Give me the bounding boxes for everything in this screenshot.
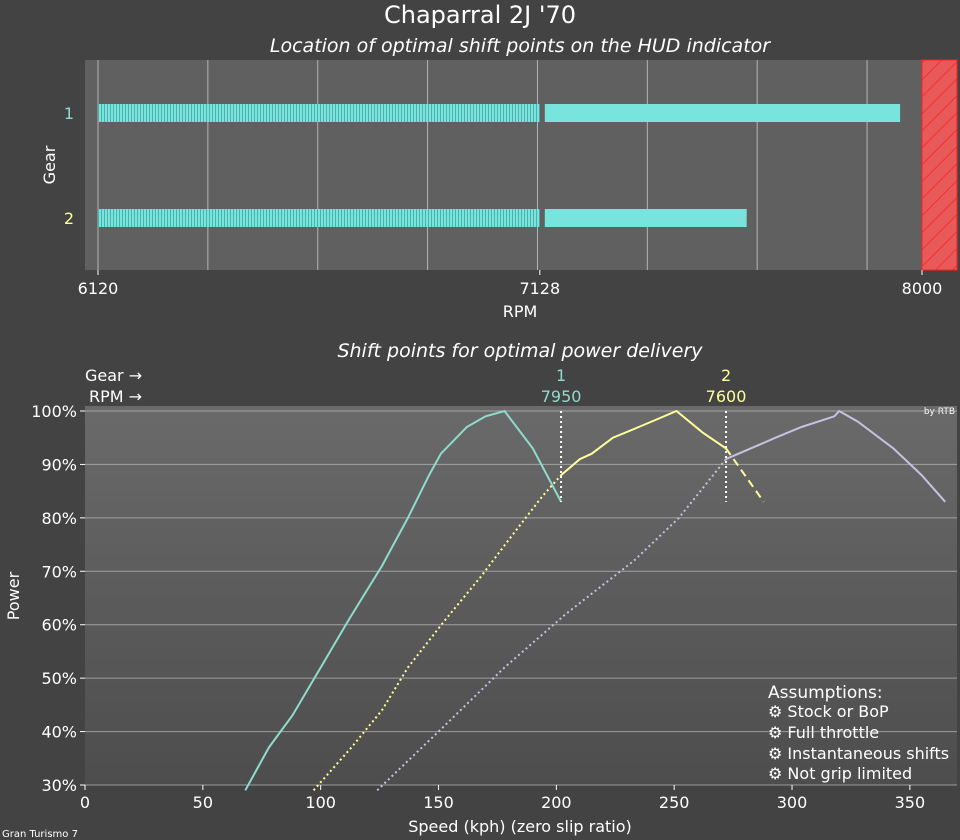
page-title: Chaparral 2J '70 <box>384 1 576 29</box>
power-series-dotted-line <box>376 458 727 792</box>
power-y-tick-label: 60% <box>41 616 77 635</box>
assumption-item: ⚙ Stock or BoP <box>768 702 889 721</box>
power-y-tick-label: 100% <box>31 402 77 421</box>
power-series <box>244 409 946 792</box>
hud-chart: Location of optimal shift points on the … <box>40 35 958 321</box>
power-x-tick-label: 50 <box>193 793 213 812</box>
power-y-tick-label: 40% <box>41 723 77 742</box>
shift-gear-label: 1 <box>556 366 566 385</box>
hud-x-ticks: 6120 7128 8000 <box>78 270 943 298</box>
assumptions-box: Assumptions: ⚙ Stock or BoP ⚙ Full throt… <box>768 683 949 783</box>
power-x-tick-label: 350 <box>895 793 926 812</box>
power-series-line <box>244 409 562 791</box>
power-chart: Shift points for optimal power delivery … <box>4 340 957 836</box>
power-x-axis-label: Speed (kph) (zero slip ratio) <box>408 817 632 836</box>
hud-x-axis-label: RPM <box>503 302 538 321</box>
shift-rpm-label: 7950 <box>541 387 582 406</box>
shift-gear-label: 2 <box>721 366 731 385</box>
power-series-line <box>725 409 946 503</box>
power-plot-area <box>85 406 957 785</box>
power-x-tick-label: 200 <box>541 793 572 812</box>
power-series-dotted-line <box>312 474 562 791</box>
power-y-tick-label: 30% <box>41 776 77 795</box>
hud-bar-solid <box>544 104 901 122</box>
hud-gear-label: 1 <box>64 104 74 123</box>
hud-gear-label: 2 <box>64 209 74 228</box>
power-y-axis-label: Power <box>4 571 23 620</box>
hud-chart-title: Location of optimal shift points on the … <box>270 35 771 57</box>
power-y-tick-label: 80% <box>41 509 77 528</box>
power-y-tick-label: 50% <box>41 669 77 688</box>
power-x-tick-label: 250 <box>659 793 690 812</box>
assumption-item: ⚙ Full throttle <box>768 723 879 742</box>
power-series-dashed-line <box>725 447 765 503</box>
hud-bar-hatched <box>98 104 540 122</box>
hud-grid <box>97 60 868 270</box>
hud-bar-hatched <box>98 209 540 227</box>
redline-zone <box>921 59 958 271</box>
shift-header-rpm-label: RPM → <box>89 387 142 406</box>
hud-plot-area <box>85 60 957 270</box>
power-y-ticks: 30% 40% 50% 60% 70% 80% 90% 100% <box>31 402 85 795</box>
hud-tick-label: 7128 <box>519 279 560 298</box>
assumption-item: ⚙ Not grip limited <box>768 764 912 783</box>
shift-rpm-label: 7600 <box>706 387 747 406</box>
power-x-tick-label: 0 <box>80 793 90 812</box>
power-x-tick-label: 300 <box>777 793 808 812</box>
power-grid <box>85 410 957 786</box>
hud-tick-label: 8000 <box>902 279 943 298</box>
shift-markers: 1 7950 2 7600 <box>541 366 747 502</box>
power-series-line <box>560 409 727 476</box>
power-x-tick-label: 150 <box>423 793 454 812</box>
power-y-tick-label: 90% <box>41 455 77 474</box>
hud-tick-label: 6120 <box>78 279 119 298</box>
shift-header-gear-label: Gear → <box>85 366 142 385</box>
assumption-item: ⚙ Instantaneous shifts <box>768 744 949 763</box>
power-x-ticks: 0 50 100 150 200 250 300 350 <box>80 785 925 812</box>
assumptions-heading: Assumptions: <box>768 683 883 703</box>
power-x-tick-label: 100 <box>305 793 336 812</box>
hud-y-axis-label: Gear <box>40 145 59 184</box>
hud-bars: 12 <box>64 104 901 228</box>
footer-label: Gran Turismo 7 <box>2 829 78 840</box>
power-y-tick-label: 70% <box>41 562 77 581</box>
credit-label: by RTB <box>924 407 955 417</box>
hud-bar-solid <box>544 209 747 227</box>
power-chart-title: Shift points for optimal power delivery <box>337 340 703 362</box>
